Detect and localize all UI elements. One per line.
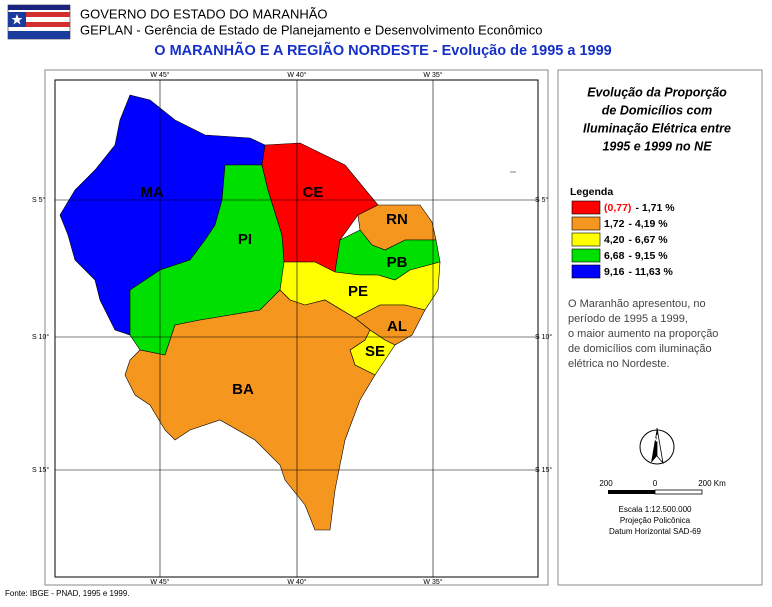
scale-label: 200 bbox=[599, 479, 613, 488]
scale-label: 0 bbox=[653, 479, 658, 488]
panel-title: Evolução da Proporção bbox=[587, 85, 727, 99]
legend-from: 1,72 bbox=[604, 218, 625, 230]
panel-title: de Domicílios com bbox=[602, 103, 712, 117]
source-note: Fonte: IBGE - PNAD, 1995 e 1999. bbox=[5, 589, 130, 598]
state-label: PE bbox=[348, 283, 368, 300]
side-panel bbox=[557, 69, 763, 586]
legend-title: Legenda bbox=[570, 186, 613, 198]
state-label: SE bbox=[365, 343, 385, 360]
state-label: AL bbox=[387, 318, 407, 335]
graticule bbox=[55, 80, 538, 577]
longitude-label: W 35° bbox=[423, 578, 442, 586]
legend-label: 4,20- 6,67 % bbox=[604, 234, 668, 246]
longitude-label: W 35° bbox=[423, 71, 442, 79]
legend-from: 9,16 bbox=[604, 266, 625, 278]
note-line: período de 1995 a 1999, bbox=[568, 313, 688, 325]
map-neatline bbox=[54, 79, 539, 578]
legend-swatch bbox=[571, 248, 601, 263]
latitude-label: S 10° bbox=[535, 333, 552, 341]
latitude-label: S 15° bbox=[535, 466, 552, 474]
legend-label: 6,68- 9,15 % bbox=[604, 250, 668, 262]
note-line: de domicílios com iluminação bbox=[568, 343, 712, 355]
legend-swatch bbox=[571, 264, 601, 279]
longitude-label: W 40° bbox=[287, 578, 306, 586]
longitude-label: W 45° bbox=[150, 71, 169, 79]
scale-bar bbox=[608, 489, 703, 495]
latitude-label: S 5° bbox=[32, 196, 46, 204]
map-info: Escala 1:12.500.000 bbox=[619, 505, 692, 514]
legend-to: - 4,19 % bbox=[628, 218, 668, 230]
legend-label: 1,72- 4,19 % bbox=[604, 218, 668, 230]
note-line: o maior aumento na proporção bbox=[568, 328, 718, 340]
map-frame bbox=[44, 69, 549, 586]
state-label: PI bbox=[238, 231, 252, 248]
legend-from: 6,68 bbox=[604, 250, 625, 262]
states bbox=[59, 94, 441, 531]
header-line: GEPLAN - Gerência de Estado de Planejame… bbox=[80, 22, 542, 37]
latitude-label: S 5° bbox=[535, 196, 549, 204]
map-info: Datum Horizontal SAD-69 bbox=[609, 527, 702, 536]
legend-to: - 9,15 % bbox=[628, 250, 668, 262]
legend-from: 4,20 bbox=[604, 234, 625, 246]
longitude-label: W 40° bbox=[287, 71, 306, 79]
legend-to: - 1,71 % bbox=[635, 202, 675, 214]
map-info: Projeção Policônica bbox=[620, 516, 691, 525]
note-line: O Maranhão apresentou, no bbox=[568, 298, 706, 310]
state-label: BA bbox=[232, 381, 254, 398]
logo bbox=[7, 4, 71, 40]
scale-label: 200 Km bbox=[698, 479, 726, 488]
longitude-label: W 45° bbox=[150, 578, 169, 586]
legend: (0,77) - 1,71 %1,72- 4,19 %4,20- 6,67 %6,… bbox=[571, 200, 675, 279]
latitude-label: S 15° bbox=[32, 466, 49, 474]
header-line: GOVERNO DO ESTADO DO MARANHÃO bbox=[80, 6, 328, 21]
legend-to: - 6,67 % bbox=[628, 234, 668, 246]
panel-title: Iluminação Elétrica entre bbox=[583, 121, 731, 135]
legend-swatch bbox=[571, 232, 601, 247]
panel-title: 1995 e 1999 no NE bbox=[602, 139, 712, 153]
state-label: RN bbox=[386, 211, 408, 228]
legend-label: (0,77) - 1,71 % bbox=[604, 202, 675, 214]
legend-label: 9,16- 11,63 % bbox=[604, 266, 673, 278]
map-title: O MARANHÃO E A REGIÃO NORDESTE - Evoluçã… bbox=[154, 41, 611, 59]
state-label: CE bbox=[303, 184, 324, 201]
legend-swatch bbox=[571, 216, 601, 231]
north-arrow bbox=[639, 427, 675, 465]
note-line: elétrica no Nordeste. bbox=[568, 358, 670, 370]
state-label: MA bbox=[140, 184, 163, 201]
north-label: N bbox=[652, 433, 659, 443]
legend-from: (0,77) bbox=[604, 202, 631, 214]
legend-to: - 11,63 % bbox=[628, 266, 673, 278]
latitude-label: S 10° bbox=[32, 333, 49, 341]
state-label: PB bbox=[387, 254, 408, 271]
legend-swatch bbox=[571, 200, 601, 215]
